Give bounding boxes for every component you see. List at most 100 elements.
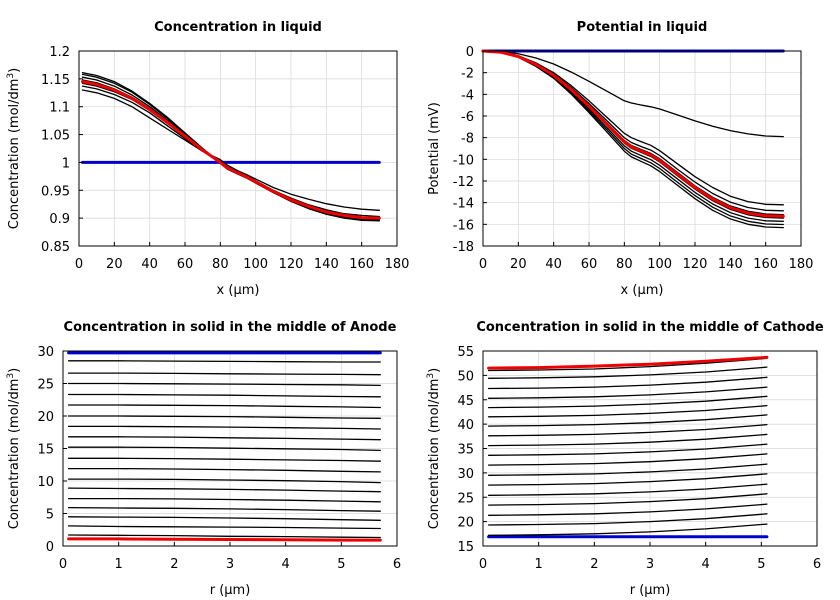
chart-3-ylabel: Concentration (mol/dm3): [6, 368, 22, 530]
chart-4-series-c1: [487, 523, 768, 536]
chart-4-series-c16: [487, 376, 768, 390]
chart-4-series-c9: [487, 443, 768, 456]
chart-3-xtick-label-4: 4: [282, 557, 290, 572]
chart-4-ytick-label-5: 40: [457, 418, 474, 433]
chart-4-series-c3: [487, 503, 768, 516]
chart-3-ytick-label-3: 15: [37, 443, 54, 458]
chart-4-title: Concentration in solid in the middle of …: [476, 320, 824, 335]
chart-2-ytick-label-5: -8: [461, 132, 474, 147]
chart-1-xtick-label-0: 0: [75, 257, 83, 272]
chart-3-xtick-label-3: 3: [226, 557, 234, 572]
chart-1-plot-frame: [78, 50, 398, 247]
chart-1-ytick-label-2: 0.95: [41, 184, 70, 199]
chart-4-series-c11: [487, 423, 768, 437]
chart-1-xtick-label-4: 80: [212, 257, 229, 272]
chart-3-series-l17: [67, 525, 381, 530]
chart-2-series-t1: [482, 50, 784, 138]
chart-3-series-l14: [67, 497, 381, 503]
chart-3-series-l6: [67, 415, 381, 419]
chart-4-xtick-label-2: 2: [590, 557, 598, 572]
chart-1-ytick-label-7: 1.2: [49, 45, 70, 60]
chart-4-xlabel: r (µm): [630, 583, 671, 598]
chart-3-series-l7: [67, 425, 381, 430]
chart-2-ylabel: Potential (mV): [427, 102, 442, 195]
chart-3-series-l4: [67, 393, 381, 398]
chart-3-xtick-label-2: 2: [170, 557, 178, 572]
chart-2-series-t5: [482, 50, 784, 219]
chart-1-xtick-label-2: 40: [141, 257, 158, 272]
chart-4-series-c15: [487, 386, 768, 399]
chart-3-series-l11: [67, 467, 381, 473]
chart-2-grid: [482, 50, 802, 247]
chart-2-ytick-label-9: 0: [466, 45, 474, 60]
chart-4-xtick-label-1: 1: [535, 557, 543, 572]
chart-3-ytick-label-2: 10: [37, 475, 54, 490]
chart-1-title: Concentration in liquid: [154, 20, 322, 35]
chart-4-series-c17: [487, 366, 768, 379]
chart-2-xtick-label-4: 80: [616, 257, 633, 272]
chart-4-xtick-label-5: 5: [757, 557, 765, 572]
chart-4-series-c12: [487, 414, 768, 427]
chart-2-xtick-label-8: 160: [753, 257, 778, 272]
chart-4-ytick-label-3: 30: [457, 467, 474, 482]
chart-2-xtick-label-9: 180: [789, 257, 814, 272]
chart-1-xtick-label-3: 60: [177, 257, 194, 272]
chart-1-xtick-label-5: 100: [243, 257, 268, 272]
chart-1-xtick-label-8: 160: [349, 257, 374, 272]
chart-4-series-final: [487, 355, 769, 370]
chart-4-xtick-label-0: 0: [479, 557, 487, 572]
chart-4-series-c13: [487, 404, 768, 418]
chart-2-ytick-label-4: -10: [453, 153, 474, 168]
chart-1-series-t1: [81, 89, 380, 211]
chart-3-xtick-label-6: 6: [393, 557, 401, 572]
chart-4-ytick-label-1: 20: [457, 516, 474, 531]
chart-2-xtick-label-6: 120: [683, 257, 708, 272]
chart-4-ylabel: Concentration (mol/dm3): [426, 368, 442, 530]
chart-3-series-l9: [67, 446, 381, 452]
chart-3-series-l2: [67, 372, 381, 376]
chart-1-xlabel: x (µm): [217, 283, 260, 298]
chart-2-ytick-label-3: -12: [453, 175, 474, 190]
chart-4-grid: [482, 350, 818, 547]
chart-4-xtick-label-4: 4: [702, 557, 710, 572]
chart-2-ytick-label-7: -4: [461, 88, 474, 103]
chart-2-series-t3: [482, 50, 784, 212]
chart-4-series-c4: [487, 493, 768, 506]
chart-2-xtick-label-1: 20: [510, 257, 527, 272]
chart-4-series-c6: [487, 473, 768, 486]
chart-3-series-l12: [67, 478, 381, 484]
chart-4-xtick-label-3: 3: [646, 557, 654, 572]
chart-2-ytick-label-1: -16: [453, 218, 474, 233]
chart-3: 0 1 2 3 4 5 6 0 5 10 15 20 25 30 Concentration in soli…: [6, 320, 401, 598]
chart-2-series-t8: [482, 50, 784, 229]
chart-4-series-c14: [487, 395, 768, 409]
chart-2-series-t6: [482, 50, 784, 222]
chart-2-plot-frame: [482, 50, 802, 247]
chart-4-xtick-label-6: 6: [813, 557, 821, 572]
chart-1-series-final: [81, 80, 381, 220]
chart-2-ytick-label-2: -14: [453, 197, 474, 212]
chart-1-ytick-label-5: 1.1: [49, 101, 70, 116]
chart-2-series-final: [481, 49, 785, 218]
chart-2-ytick-label-0: -18: [453, 240, 474, 255]
chart-2-ytick-label-8: -2: [461, 67, 474, 82]
chart-3-ytick-label-6: 30: [37, 345, 54, 360]
chart-2-xtick-label-7: 140: [718, 257, 743, 272]
chart-2-xtick-label-5: 100: [647, 257, 672, 272]
chart-3-ytick-label-0: 0: [46, 540, 54, 555]
chart-4-series-c2: [487, 513, 768, 526]
chart-2-series-t2: [482, 50, 784, 206]
chart-2-xtick-label-3: 60: [581, 257, 598, 272]
chart-1-xtick-label-7: 140: [314, 257, 339, 272]
chart-3-xtick-label-0: 0: [59, 557, 67, 572]
chart-1-ylabel: Concentration (mol/dm3): [6, 68, 22, 230]
chart-3-ytick-label-4: 20: [37, 410, 54, 425]
chart-2-xlabel: x (µm): [621, 283, 664, 298]
chart-3-ytick-label-1: 5: [46, 508, 54, 523]
chart-4-ytick-label-2: 25: [457, 491, 474, 506]
chart-2: 0 20 40 60 80 100 120 140 160 180 -18 -16 -14 -12 -10 -…: [427, 20, 813, 298]
chart-3-series-l15: [67, 506, 381, 512]
chart-4-ytick-label-0: 15: [457, 540, 474, 555]
chart-1-ytick-label-1: 0.9: [49, 212, 70, 227]
